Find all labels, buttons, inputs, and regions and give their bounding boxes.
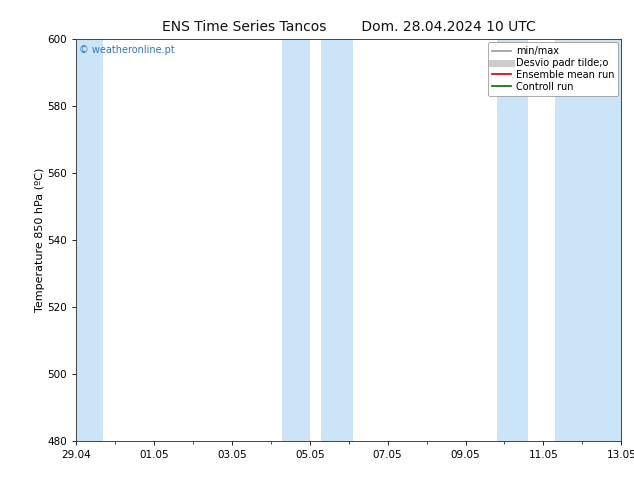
Bar bbox=[72, 39, 103, 441]
Title: ENS Time Series Tancos        Dom. 28.04.2024 10 UTC: ENS Time Series Tancos Dom. 28.04.2024 1… bbox=[162, 20, 536, 34]
Bar bbox=[321, 39, 353, 441]
Bar bbox=[555, 39, 625, 441]
Y-axis label: Temperature 850 hPa (ºC): Temperature 850 hPa (ºC) bbox=[34, 168, 44, 312]
Bar bbox=[496, 39, 528, 441]
Bar bbox=[283, 39, 310, 441]
Text: © weatheronline.pt: © weatheronline.pt bbox=[79, 45, 174, 55]
Legend: min/max, Desvio padr tilde;o, Ensemble mean run, Controll run: min/max, Desvio padr tilde;o, Ensemble m… bbox=[488, 42, 618, 96]
